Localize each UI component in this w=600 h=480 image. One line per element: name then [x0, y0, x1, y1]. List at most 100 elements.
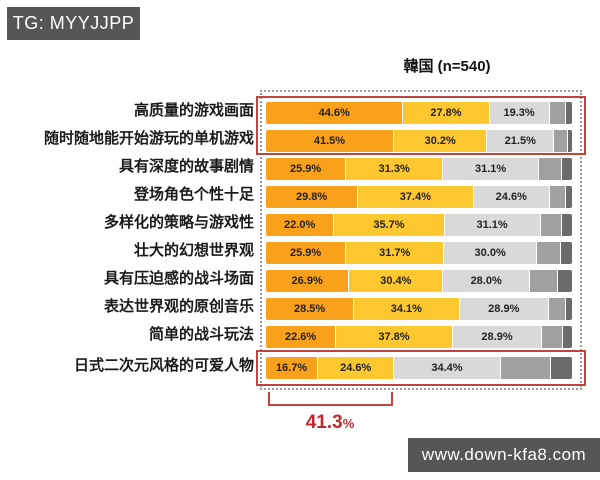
category-label: 随时随地能开始游玩的单机游戏: [43, 130, 254, 147]
segment-value-label: 28.0%: [470, 275, 502, 287]
segment-value-label: 35.7%: [373, 219, 405, 231]
segment-value-label: 34.1%: [390, 303, 422, 315]
segment-value-label: 25.9%: [290, 247, 322, 259]
category-label: 日式二次元风格的可爱人物: [73, 357, 254, 374]
chart-title: 韓国 (n=540): [403, 58, 491, 75]
bar-segment-lowest-rating-darkgray: [562, 326, 572, 348]
bar-segment-lowest-rating-darkgray: [565, 298, 572, 320]
bar-segment-low-rating-midgray: [549, 186, 565, 208]
category-label: 登场角色个性十足: [133, 186, 254, 203]
bar-segment-second-rating-yellow: 31.7%: [346, 242, 444, 264]
chart-plot-area: 44.6% 27.8% 19.3% 41.5% 30.2% 21.5% 25.9% 31.3%…: [256, 90, 586, 390]
bar-segment-second-rating-yellow: 37.8%: [336, 326, 452, 348]
bar-segment-neutral-lightgray: 19.3%: [489, 102, 549, 124]
bar-segment-low-rating-midgray: [500, 357, 551, 379]
bar-segment-low-rating-midgray: [549, 102, 565, 124]
bar-segment-lowest-rating-darkgray: [557, 270, 572, 292]
category-label: 壮大的幻想世界观: [133, 242, 254, 259]
segment-value-label: 29.8%: [295, 191, 328, 203]
bar-segment-lowest-rating-darkgray: [565, 186, 572, 208]
segment-value-label: 34.4%: [431, 362, 463, 374]
chart-row: 25.9% 31.3% 31.1%: [266, 158, 572, 180]
bar-segment-low-rating-midgray: [548, 298, 565, 320]
segment-value-label: 30.0%: [474, 247, 506, 259]
bar-segment-second-rating-yellow: 30.4%: [349, 270, 443, 292]
bar-segment-second-rating-yellow: 24.6%: [318, 357, 394, 379]
bracket-percent-sign: %: [342, 416, 355, 431]
bar-segment-neutral-lightgray: 34.4%: [394, 357, 500, 379]
bar-segment-lowest-rating-darkgray: [562, 214, 572, 236]
chart-row: 44.6% 27.8% 19.3%: [266, 102, 572, 124]
segment-value-label: 28.9%: [481, 331, 513, 343]
segment-value-label: 41.5%: [313, 135, 346, 147]
bar-segment-second-rating-yellow: 27.8%: [403, 102, 489, 124]
segment-value-label: 24.6%: [340, 362, 372, 374]
bar-segment-neutral-lightgray: 30.0%: [444, 242, 537, 264]
bar-segment-neutral-lightgray: 31.1%: [444, 214, 540, 236]
bracket-annotation: [268, 392, 393, 406]
segment-value-label: 31.7%: [379, 247, 411, 259]
bar-segment-top-rating-orange: 44.6%: [266, 102, 403, 124]
chart-row: 29.8% 37.4% 24.6%: [266, 186, 572, 208]
category-label: 具有深度的故事剧情: [118, 158, 254, 175]
bar-segment-neutral-lightgray: 28.0%: [443, 270, 529, 292]
telegram-watermark-badge: TG: MYYJJPP: [7, 7, 140, 40]
segment-value-label: 30.2%: [424, 135, 456, 147]
bar-segment-second-rating-yellow: 35.7%: [334, 214, 444, 236]
segment-value-label: 22.6%: [284, 331, 317, 343]
bar-segment-top-rating-orange: 25.9%: [266, 242, 346, 264]
bracket-value-label: 41.3%: [255, 412, 405, 434]
bar-segment-top-rating-orange: 16.7%: [266, 357, 318, 379]
segment-value-label: 30.4%: [380, 275, 412, 287]
bar-segment-second-rating-yellow: 34.1%: [354, 298, 459, 320]
bar-segment-lowest-rating-darkgray: [561, 158, 572, 180]
chart-row: 25.9% 31.7% 30.0%: [266, 242, 572, 264]
segment-value-label: 28.9%: [488, 303, 520, 315]
category-label: 高质量的游戏画面: [133, 102, 254, 119]
bar-segment-lowest-rating-darkgray: [565, 102, 572, 124]
chart-row: 22.6% 37.8% 28.9%: [266, 326, 572, 348]
bar-segment-lowest-rating-darkgray: [567, 130, 572, 152]
bar-segment-low-rating-midgray: [542, 326, 562, 348]
chart-labels: 高质量的游戏画面随时随地能开始游玩的单机游戏具有深度的故事剧情登场角色个性十足多…: [0, 90, 254, 390]
segment-value-label: 28.5%: [294, 303, 326, 315]
segment-value-label: 25.9%: [290, 163, 322, 175]
bar-segment-low-rating-midgray: [530, 270, 557, 292]
site-watermark-text: www.down-kfa8.com: [421, 445, 587, 464]
bar-segment-neutral-lightgray: 21.5%: [487, 130, 554, 152]
segment-value-label: 31.1%: [474, 163, 507, 175]
chart-row: 22.0% 35.7% 31.1%: [266, 214, 572, 236]
chart-row: 26.9% 30.4% 28.0%: [266, 270, 572, 292]
segment-value-label: 44.6%: [318, 107, 350, 119]
category-label: 具有压迫感的战斗场面: [103, 270, 254, 287]
category-label: 多样化的策略与游戏性: [103, 214, 254, 231]
segment-value-label: 16.7%: [275, 362, 308, 374]
bar-segment-top-rating-orange: 26.9%: [266, 270, 349, 292]
segment-value-label: 22.0%: [284, 219, 316, 231]
bar-segment-top-rating-orange: 28.5%: [266, 298, 354, 320]
bar-segment-low-rating-midgray: [537, 242, 560, 264]
bar-segment-lowest-rating-darkgray: [551, 357, 572, 379]
segment-value-label: 26.9%: [291, 275, 323, 287]
bar-segment-neutral-lightgray: 28.9%: [452, 326, 542, 348]
bar-segment-top-rating-orange: 29.8%: [266, 186, 358, 208]
chart-row: 41.5% 30.2% 21.5%: [266, 130, 572, 152]
segment-value-label: 27.8%: [430, 107, 462, 119]
segment-value-label: 19.3%: [503, 107, 535, 119]
bar-segment-low-rating-midgray: [539, 158, 561, 180]
chart-row: 16.7% 24.6% 34.4%: [266, 357, 572, 379]
segment-value-label: 31.1%: [476, 219, 508, 231]
segment-value-label: 24.6%: [495, 191, 527, 203]
bar-segment-neutral-lightgray: 31.1%: [443, 158, 539, 180]
bar-segment-second-rating-yellow: 30.2%: [393, 130, 487, 152]
bar-segment-top-rating-orange: 25.9%: [266, 158, 346, 180]
segment-value-label: 31.3%: [378, 163, 410, 175]
bar-segment-low-rating-midgray: [540, 214, 562, 236]
category-label: 表达世界观的原创音乐: [103, 298, 254, 315]
bar-segment-second-rating-yellow: 37.4%: [358, 186, 473, 208]
bar-segment-top-rating-orange: 41.5%: [266, 130, 393, 152]
segment-value-label: 21.5%: [504, 135, 536, 147]
bar-segment-top-rating-orange: 22.0%: [266, 214, 334, 236]
segment-value-label: 37.8%: [378, 331, 410, 343]
bar-segment-neutral-lightgray: 28.9%: [459, 298, 548, 320]
